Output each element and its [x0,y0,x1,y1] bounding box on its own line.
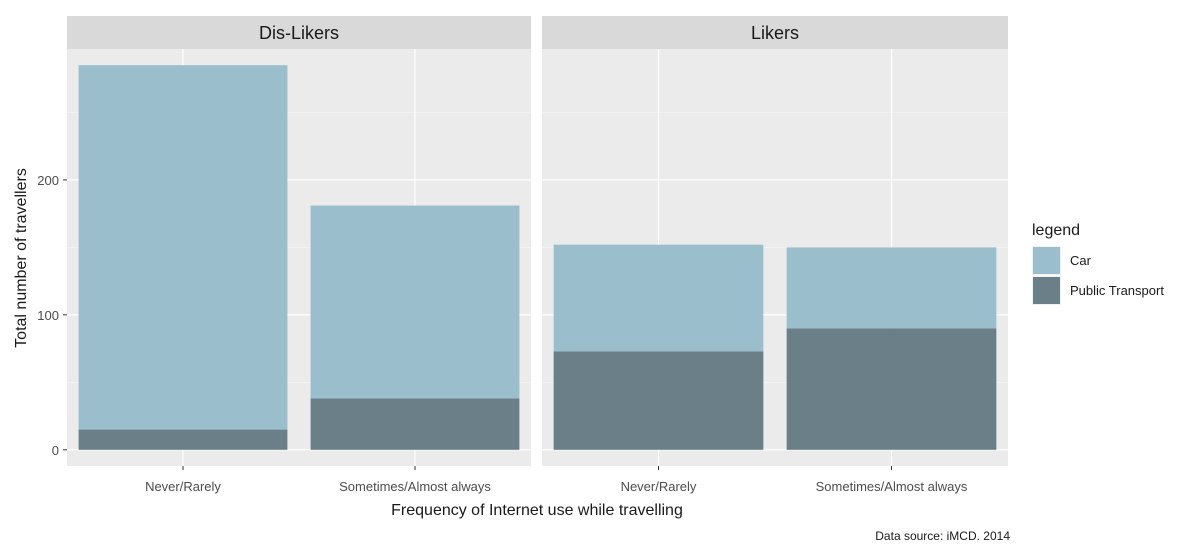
facet-strip [67,16,531,49]
bar-car-sometimes-almost-always [310,205,520,399]
bar-car-sometimes-almost-always [786,247,997,329]
bar-public-transport-never-rarely [78,429,288,450]
y-tick-label: 0 [52,443,59,458]
panel-likers: Likers [542,16,1008,466]
facet-strip-label: Dis-Likers [259,23,339,43]
x-tick-label: Sometimes/Almost always [339,479,491,494]
data-source-caption: Data source: iMCD. 2014 [875,529,1010,543]
y-tick-label: 200 [37,173,59,188]
legend-key-car [1033,247,1060,274]
x-axis-title: Frequency of Internet use while travelli… [391,502,683,519]
x-tick-label: Sometimes/Almost always [816,479,968,494]
bar-public-transport-sometimes-almost-always [786,328,997,450]
y-axis: 0 100 200 [37,173,67,458]
facet-panels: Dis-Likers Likers [67,16,1008,466]
y-axis-title: Total number of travellers [13,168,30,348]
legend-label-public-transport: Public Transport [1070,283,1164,298]
facet-strip [542,16,1008,49]
panel-dis-likers: Dis-Likers [67,16,531,466]
x-tick-label: Never/Rarely [621,479,697,494]
legend-label-car: Car [1070,253,1092,268]
bar-public-transport-sometimes-almost-always [310,398,520,450]
legend-key-public-transport [1033,277,1060,304]
x-tick-label: Never/Rarely [145,479,221,494]
legend-title: legend [1032,222,1080,239]
y-tick-label: 100 [37,308,59,323]
bar-car-never-rarely [553,244,764,352]
legend: legend Car Public Transport [1032,222,1164,305]
bar-public-transport-never-rarely [553,351,764,450]
facet-strip-label: Likers [751,23,799,43]
x-axis: Never/Rarely Sometimes/Almost always Never… [145,466,968,494]
bar-car-never-rarely [78,65,288,430]
